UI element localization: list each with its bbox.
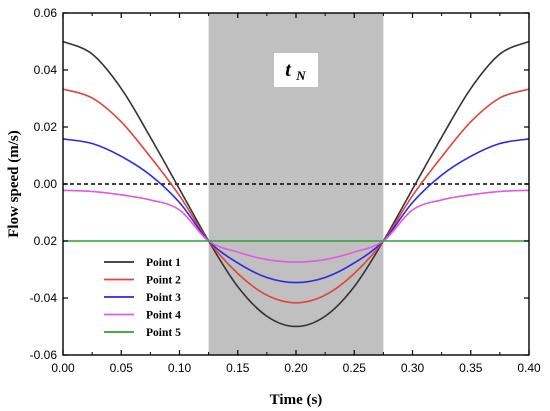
- y-axis-title: Flow speed (m/s): [6, 130, 22, 238]
- ticks-layer: 0.00 0.05 0.10 0.15 0.20 0.25 0.30 0.35 0.40 0.06…: [30, 6, 541, 375]
- x-tick-label: 0.30: [401, 361, 425, 375]
- x-tick-label: 0.15: [226, 361, 250, 375]
- y-tick-label: 0.04: [34, 63, 58, 77]
- annotation-subscript-text: N: [295, 68, 306, 83]
- legend-label-point-5: Point 5: [146, 327, 181, 339]
- series-line-point-3: [62, 138, 530, 284]
- series-line-point-4: [62, 189, 530, 263]
- annotation-t-text: t: [285, 59, 292, 81]
- x-axis-title: Time (s): [270, 392, 323, 408]
- series-line-point-1: [62, 40, 530, 328]
- y-tick-label: -0.06: [30, 348, 58, 362]
- annotation-box: [274, 53, 318, 87]
- y-tick-label: 0.00: [34, 177, 58, 191]
- y-tick-label: 0.02: [34, 234, 58, 248]
- legend-label-point-2: Point 2: [146, 275, 181, 287]
- x-tick-label: 0.35: [459, 361, 483, 375]
- y-tick-label: -0.04: [30, 291, 58, 305]
- legend-label-point-1: Point 1: [146, 257, 181, 269]
- y-tick-label: 0.02: [34, 120, 58, 134]
- x-tick-label: 0.40: [517, 361, 541, 375]
- x-tick-label: 0.20: [284, 361, 308, 375]
- x-tick-label: 0.00: [51, 361, 75, 375]
- legend: Point 1 Point 2 Point 3 Point 4 Point 5: [104, 257, 181, 339]
- x-tick-label: 0.05: [110, 361, 134, 375]
- legend-label-point-4: Point 4: [146, 310, 181, 322]
- legend-label-point-3: Point 3: [146, 292, 181, 304]
- y-tick-label: 0.06: [34, 6, 58, 20]
- x-tick-label: 0.25: [343, 361, 367, 375]
- x-tick-label: 0.10: [168, 361, 192, 375]
- series-layer: [62, 40, 530, 328]
- series-line-point-2: [62, 88, 530, 304]
